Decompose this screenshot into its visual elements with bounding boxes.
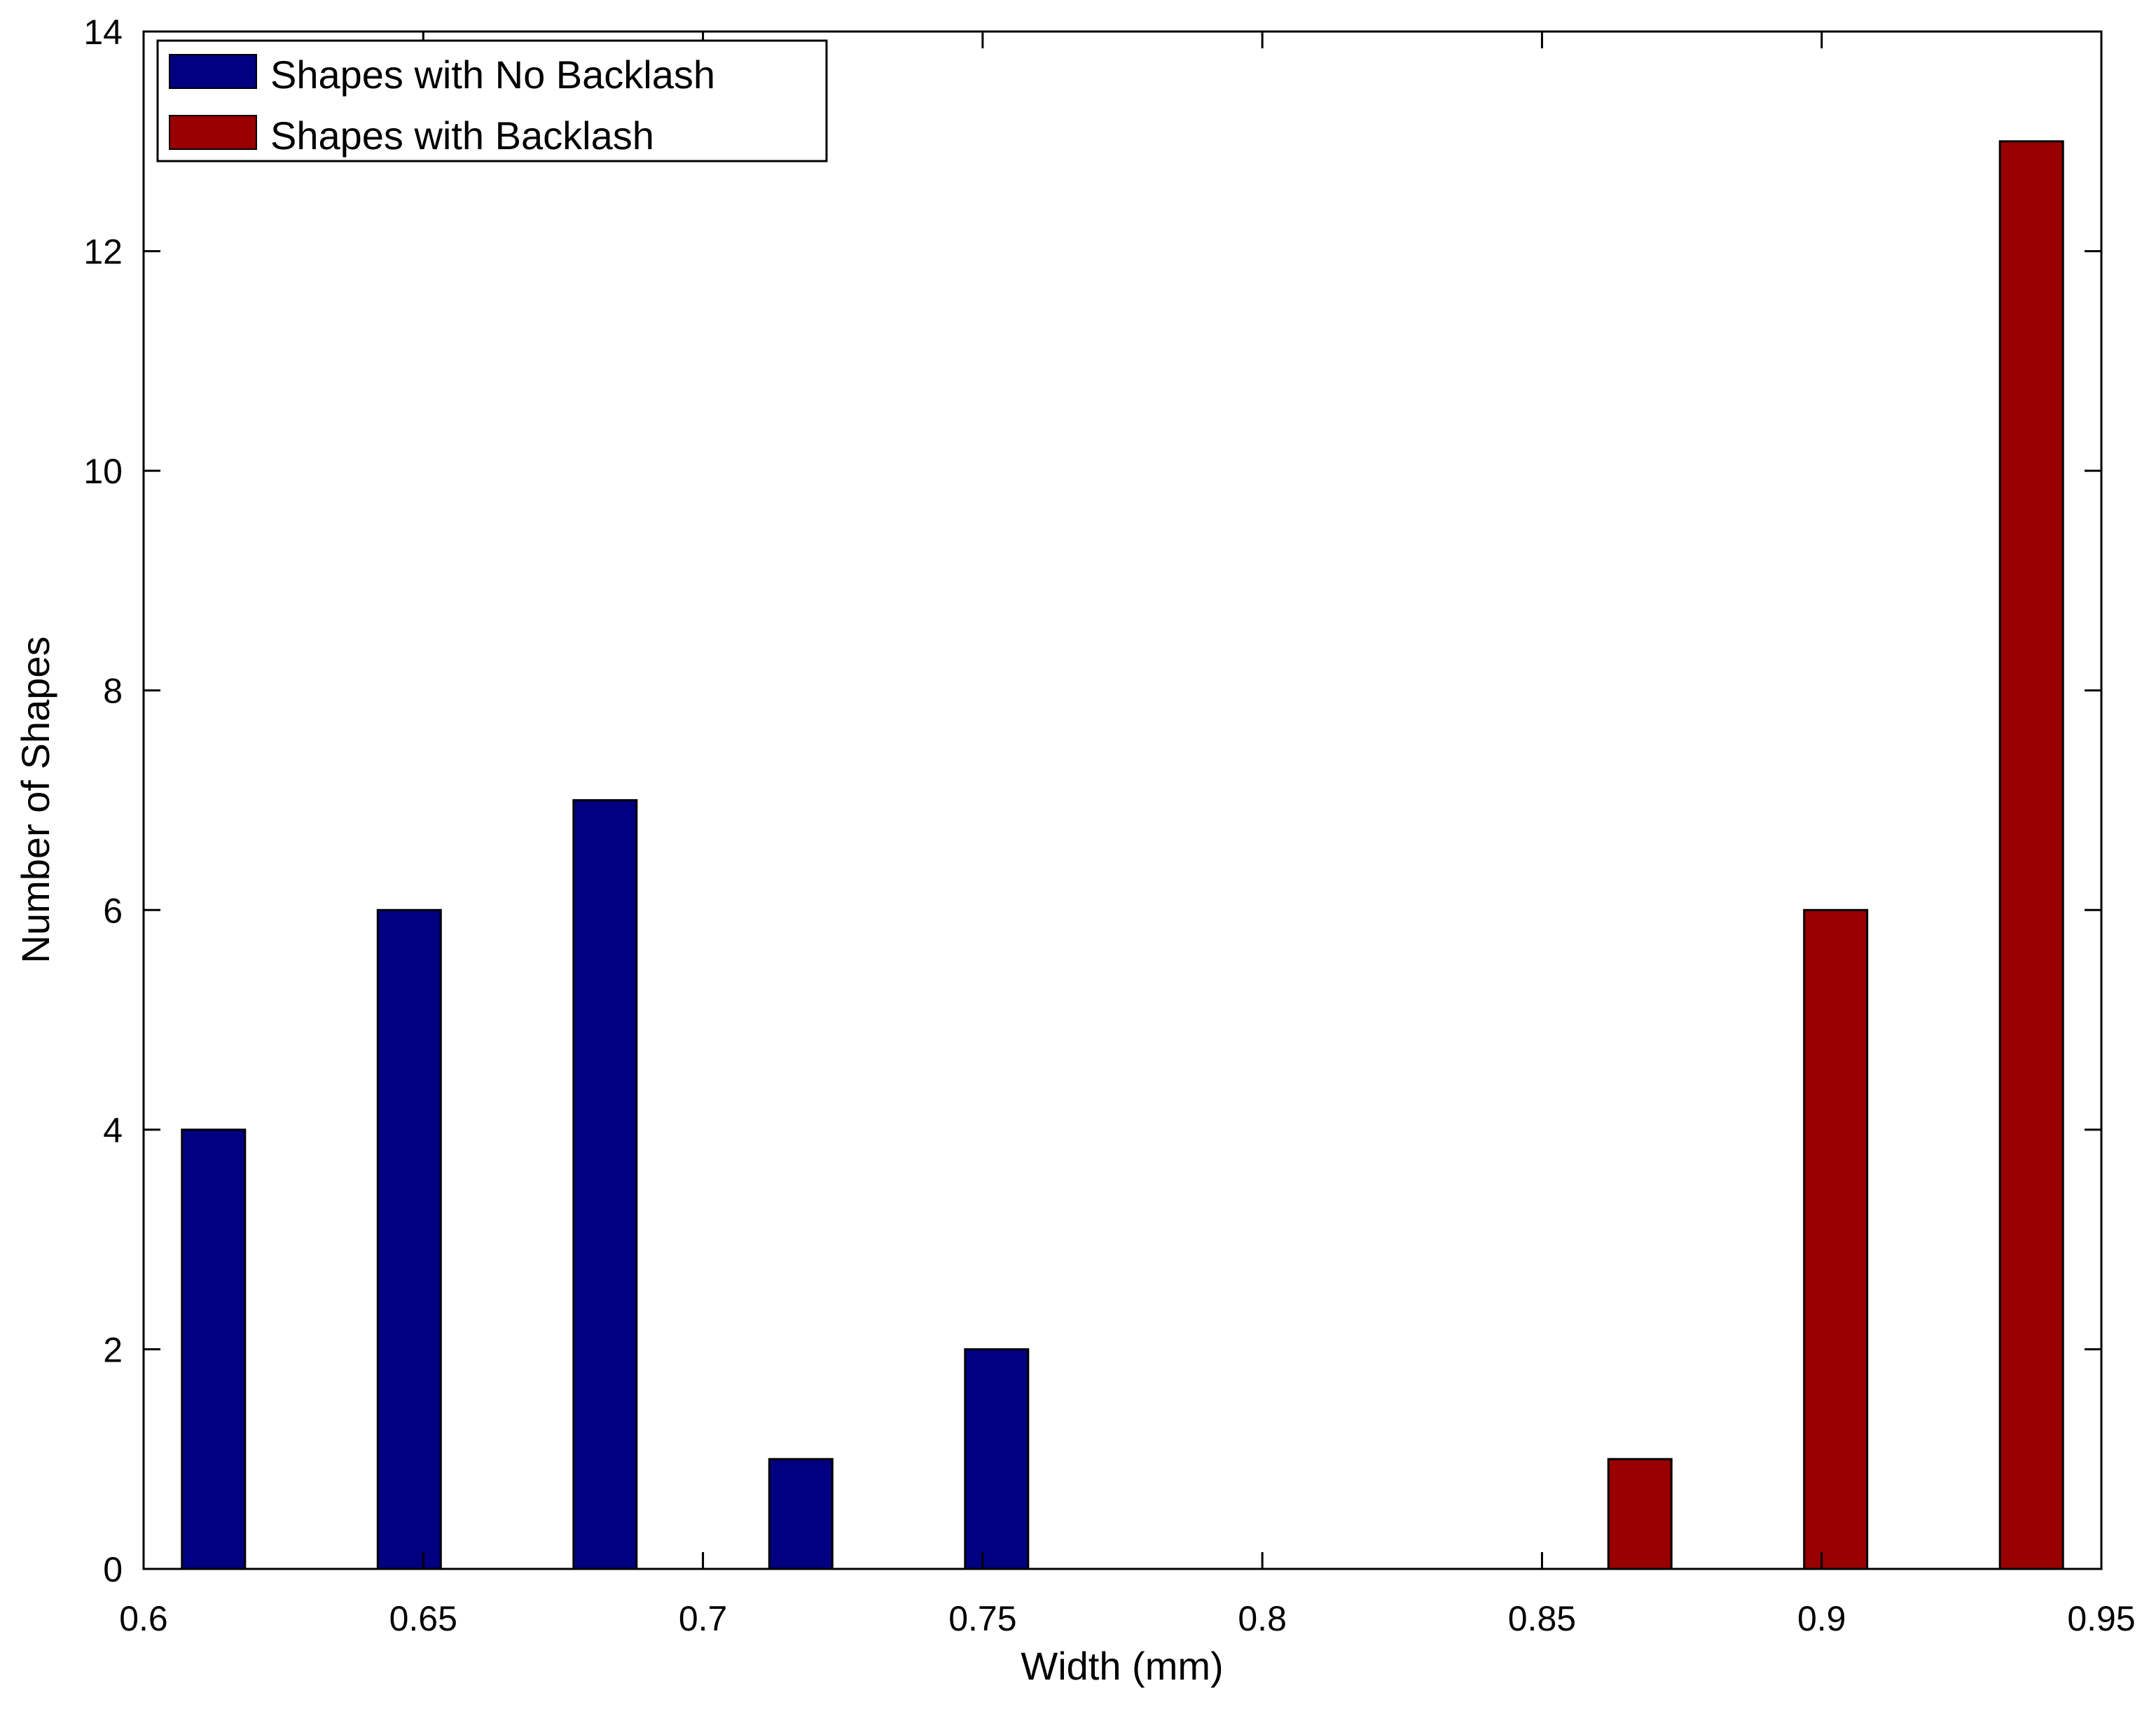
x-tick-label-4: 0.8: [1238, 1599, 1287, 1638]
y-tick-label-6: 12: [83, 233, 123, 272]
tick-labels-layer: 0.6 0.65 0.7 0.75 0.8 0.85 0.9 0.95 0 2 4 6 8 10 12 14: [83, 13, 2135, 1638]
legend-swatch-no-backlash: [169, 54, 257, 89]
bar-backlash-2: [1998, 140, 2064, 1570]
legend-label-backlash: Shapes with Backlash: [270, 113, 654, 158]
y-tick-label-0: 0: [103, 1550, 123, 1589]
x-tick-label-2: 0.7: [679, 1599, 728, 1638]
x-tick-label-3: 0.75: [948, 1599, 1016, 1638]
bar-no-backlash-0: [181, 1128, 247, 1570]
legend-swatch-backlash: [169, 115, 257, 150]
y-tick-label-5: 10: [83, 452, 123, 491]
x-axis-label: Width (mm): [1021, 1644, 1223, 1688]
y-tick-label-4: 8: [103, 672, 123, 711]
y-tick-label-3: 6: [103, 891, 123, 930]
legend-box: [156, 39, 828, 162]
legend-label-no-backlash: Shapes with No Backlash: [270, 53, 715, 97]
y-tick-label-2: 4: [103, 1111, 123, 1150]
x-tick-label-5: 0.85: [1508, 1599, 1576, 1638]
x-tick-label-0: 0.6: [119, 1599, 168, 1638]
bar-backlash-1: [1803, 908, 1869, 1570]
legend: Shapes with No Backlash Shapes with Back…: [156, 39, 828, 162]
bar-no-backlash-2: [572, 799, 638, 1570]
bar-no-backlash-3: [768, 1458, 834, 1570]
bar-backlash-0: [1607, 1458, 1673, 1570]
y-tick-label-1: 2: [103, 1330, 123, 1369]
bar-no-backlash-1: [376, 908, 442, 1570]
plot-area-frame: [142, 30, 2103, 1570]
x-tick-label-1: 0.65: [389, 1599, 457, 1638]
bar-no-backlash-4: [964, 1348, 1030, 1570]
x-tick-label-7: 0.95: [2067, 1599, 2135, 1638]
y-axis-label: Number of Shapes: [13, 637, 57, 964]
x-tick-label-6: 0.9: [1797, 1599, 1846, 1638]
y-tick-label-7: 14: [83, 13, 123, 52]
bars-layer: [181, 140, 2064, 1570]
